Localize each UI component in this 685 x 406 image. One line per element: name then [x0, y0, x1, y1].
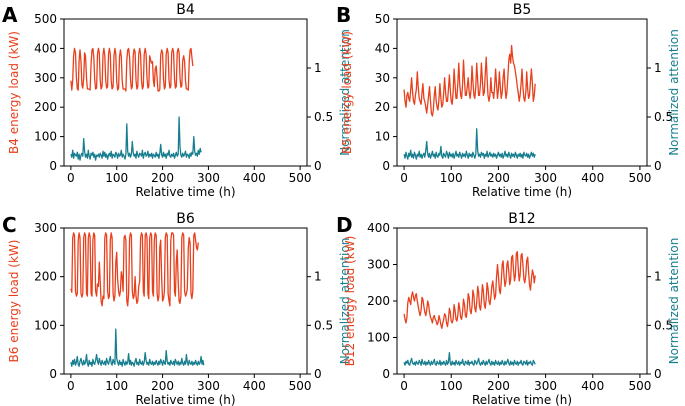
x-tick-label: 500: [628, 171, 651, 185]
y-tick-label: 300: [367, 258, 390, 272]
x-tick-label: 500: [628, 379, 651, 393]
y-axis-label: B4 energy load (kW): [7, 31, 21, 154]
x-tick-label: 400: [243, 171, 266, 185]
plot-frame: [63, 18, 308, 167]
x-tick-label: 0: [400, 379, 408, 393]
y-axis-label: B6 energy load (kW): [7, 240, 21, 363]
x-tick-label: 200: [151, 171, 174, 185]
y-tick-label: 100: [367, 331, 390, 345]
attention-series-line: [403, 128, 536, 160]
y2-tick-label: 1: [314, 270, 322, 284]
y-tick-label: 500: [34, 12, 57, 26]
y2-tick-label: 1: [654, 270, 662, 284]
plot-frame: [63, 227, 308, 375]
plot-frame: [396, 227, 648, 375]
attention-series-line: [70, 328, 205, 367]
panel-a: A B40 100 200 300 400 500010020030040050000.51…: [2, 2, 352, 199]
y-tick-label: 100: [34, 130, 57, 144]
y2-tick-label: 0.5: [654, 110, 673, 124]
y-tick-label: 40: [375, 41, 390, 55]
y-tick-label: 50: [375, 12, 390, 26]
y2-tick-label: 0: [654, 367, 662, 381]
energy-load-series-line: [70, 232, 199, 307]
x-tick-label: 500: [289, 379, 312, 393]
y2-tick-label: 0.5: [654, 318, 673, 332]
y2-tick-label: 0: [314, 159, 322, 173]
y-tick-label: 200: [34, 270, 57, 284]
attention-series-line: [403, 351, 536, 366]
y-tick-label: 0: [49, 159, 57, 173]
y-tick-label: 300: [34, 221, 57, 235]
panel-b: B B50 100 200 300 400 5000102030405000.51Relat…: [336, 2, 681, 199]
y-tick-label: 100: [34, 318, 57, 332]
chart-title: B6: [176, 211, 195, 227]
x-tick-label: 200: [151, 379, 174, 393]
chart-title: B4: [176, 2, 195, 18]
y2-tick-label: 0: [654, 159, 662, 173]
x-tick-label: 400: [243, 379, 266, 393]
x-tick-label: 300: [197, 171, 220, 185]
x-tick-label: 300: [197, 379, 220, 393]
y-tick-label: 400: [367, 221, 390, 235]
y-tick-label: 200: [367, 294, 390, 308]
energy-load-series-line: [403, 44, 536, 117]
x-tick-label: 0: [67, 171, 75, 185]
y2-axis-label: Normalized attention: [338, 238, 352, 365]
y-tick-label: 0: [382, 367, 390, 381]
y-tick-label: 400: [34, 41, 57, 55]
x-tick-label: 500: [289, 171, 312, 185]
x-tick-label: 300: [534, 379, 557, 393]
y-tick-label: 10: [375, 130, 390, 144]
y2-tick-label: 0: [314, 367, 322, 381]
y-axis-label: B12 energy load (kW): [343, 236, 357, 367]
x-tick-label: 0: [67, 379, 75, 393]
y2-axis-label: Normalized attention: [338, 29, 352, 156]
x-tick-label: 200: [487, 171, 510, 185]
y-tick-label: 300: [34, 71, 57, 85]
panel-letter: C: [2, 213, 17, 237]
x-tick-label: 0: [400, 171, 408, 185]
y2-axis-label: Normalized attention: [667, 29, 681, 156]
x-tick-label: 200: [487, 379, 510, 393]
y2-tick-label: 1: [314, 61, 322, 75]
y-tick-label: 30: [375, 71, 390, 85]
x-tick-label: 100: [440, 171, 463, 185]
x-tick-label: 100: [105, 379, 128, 393]
panel-letter: D: [336, 213, 353, 237]
y-tick-label: 200: [34, 100, 57, 114]
x-axis-label: Relative time (h): [472, 393, 572, 406]
x-axis-label: Relative time (h): [135, 185, 235, 199]
panel-letter: A: [2, 3, 18, 27]
y2-tick-label: 0.5: [314, 110, 333, 124]
y2-tick-label: 0.5: [314, 318, 333, 332]
chart-title: B12: [508, 211, 535, 227]
x-axis-label: Relative time (h): [472, 185, 572, 199]
y-axis-label: B5 energy load (kW): [340, 31, 354, 154]
energy-load-series-line: [403, 251, 536, 330]
y2-axis-label: Normalized attention: [667, 238, 681, 365]
x-tick-label: 100: [440, 379, 463, 393]
x-tick-label: 100: [105, 171, 128, 185]
attention-series-line: [70, 116, 202, 161]
x-axis-label: Relative time (h): [135, 393, 235, 406]
panel-c: C B60 100 200 300 400 500010020030000.51Relati…: [2, 211, 352, 406]
y2-tick-label: 1: [654, 61, 662, 75]
x-tick-label: 400: [581, 171, 604, 185]
plot-frame: [396, 18, 648, 167]
y-tick-label: 0: [382, 159, 390, 173]
x-tick-label: 300: [534, 171, 557, 185]
x-tick-label: 400: [581, 379, 604, 393]
chart-title: B5: [513, 2, 532, 18]
energy-load-series-line: [70, 47, 194, 92]
y-tick-label: 20: [375, 100, 390, 114]
panel-letter: B: [336, 3, 351, 27]
y-tick-label: 0: [49, 367, 57, 381]
